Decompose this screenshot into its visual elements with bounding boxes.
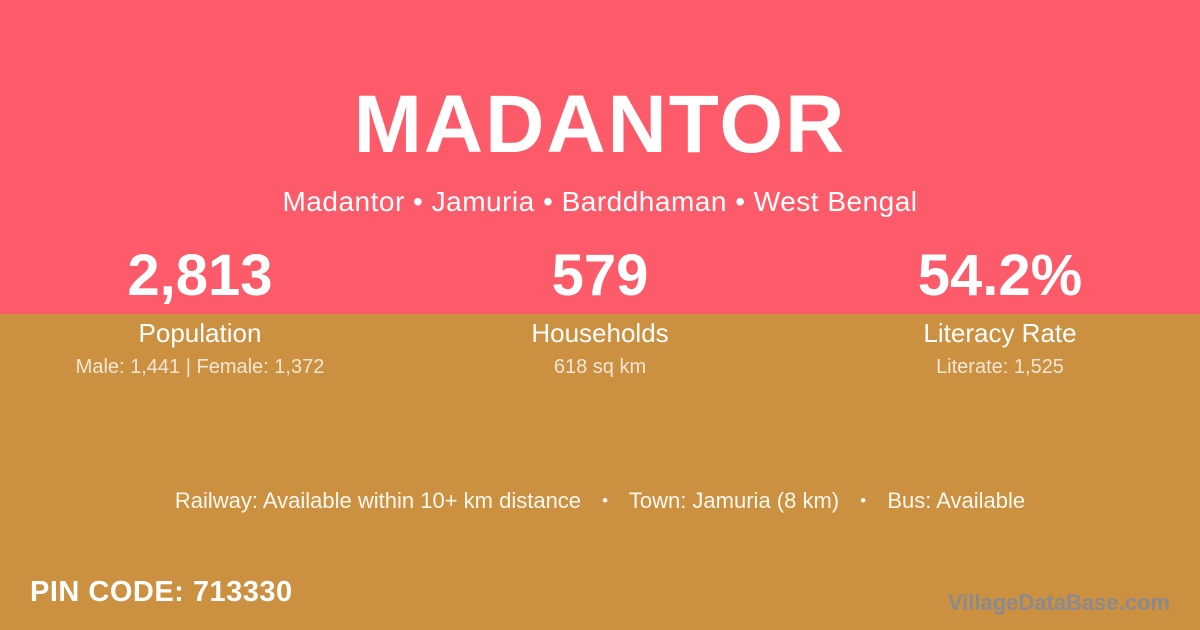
literacy-label: Literacy Rate — [923, 318, 1077, 348]
town-info: Town: Jamuria (8 km) — [628, 488, 840, 513]
population-label: Population — [138, 318, 262, 348]
railway-info: Railway: Available within 10+ km distanc… — [174, 488, 582, 513]
population-value: 2,813 — [127, 243, 273, 308]
watermark: VillageDataBase.com — [947, 590, 1170, 615]
transport-info-line: Railway: Available within 10+ km distanc… — [0, 488, 1200, 514]
stats-row: 2,813 Population Male: 1,441 | Female: 1… — [0, 243, 1200, 378]
literacy-value: 54.2% — [917, 243, 1083, 308]
stat-population: 2,813 Population Male: 1,441 | Female: 1… — [0, 243, 400, 378]
pin-code: PIN CODE: 713330 — [30, 576, 293, 608]
bullet-separator: • — [860, 491, 867, 510]
households-value: 579 — [551, 243, 649, 308]
bullet-separator: • — [602, 491, 609, 510]
households-label: Households — [531, 318, 669, 348]
page-title: MADANTOR — [353, 79, 847, 170]
literacy-detail: Literate: 1,525 — [936, 356, 1064, 378]
population-detail: Male: 1,441 | Female: 1,372 — [75, 356, 325, 378]
stat-literacy-rate: 54.2% Literacy Rate Literate: 1,525 — [800, 243, 1200, 378]
stat-households: 579 Households 618 sq km — [400, 243, 800, 378]
breadcrumb: Madantor • Jamuria • Barddhaman • West B… — [282, 186, 918, 217]
bus-info: Bus: Available — [887, 488, 1026, 513]
households-detail: 618 sq km — [553, 356, 647, 378]
